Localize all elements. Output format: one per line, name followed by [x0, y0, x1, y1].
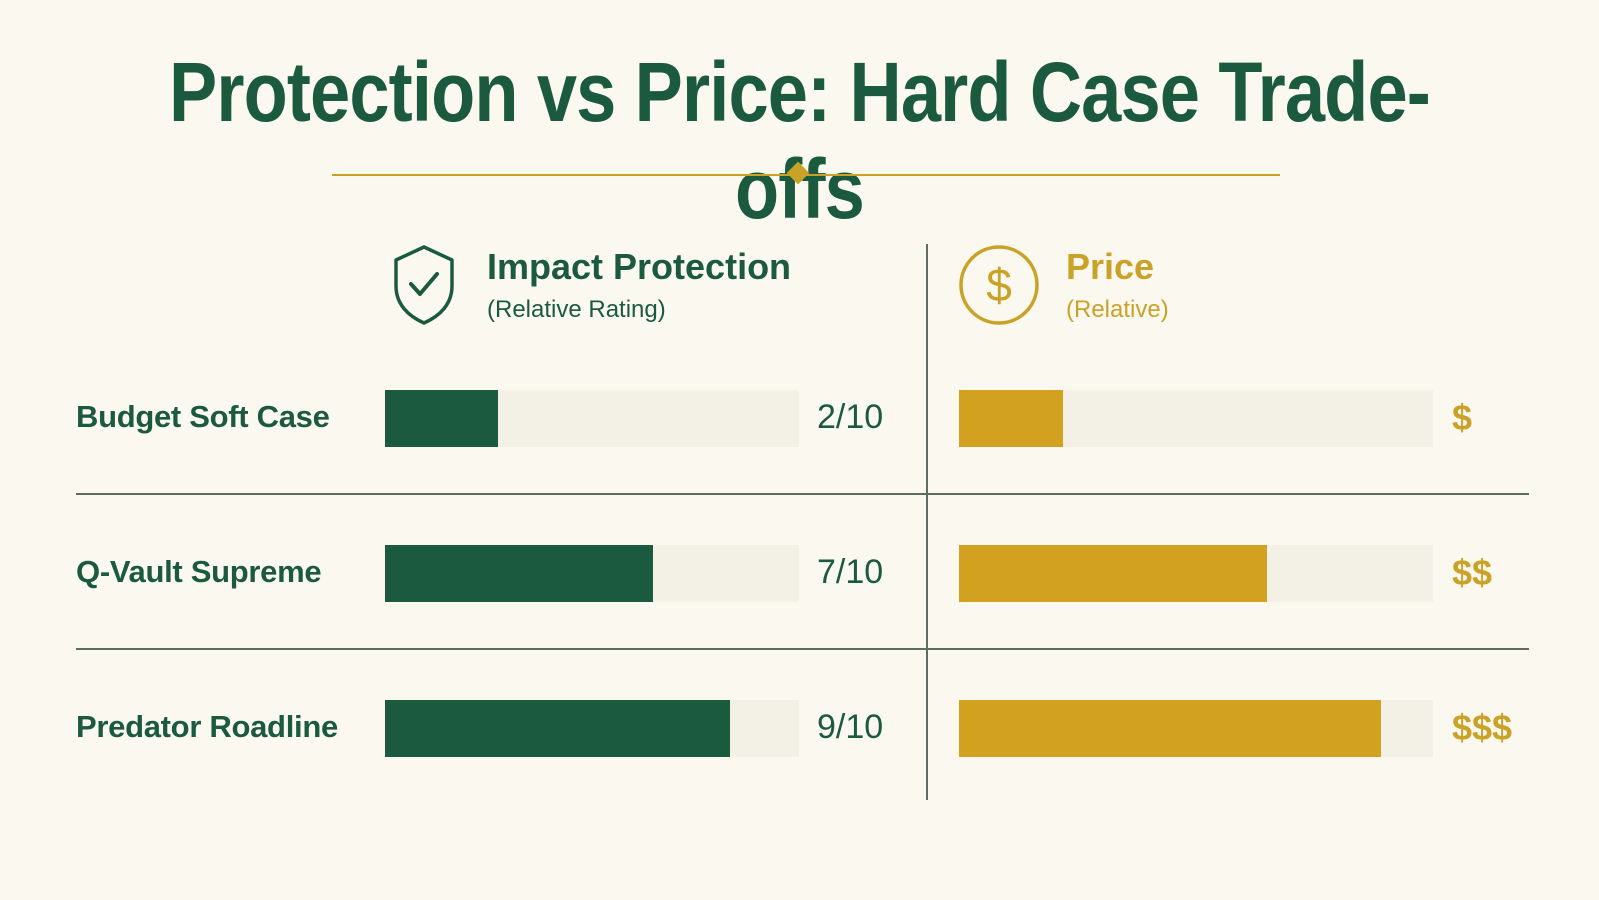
protection-column-subtitle: (Relative Rating) — [487, 296, 666, 323]
protection-score-label: 7/10 — [817, 553, 884, 591]
price-tier-label: $ — [1452, 397, 1473, 438]
row-divider-2 — [76, 648, 1529, 650]
category-label: Budget Soft Case — [76, 399, 330, 434]
title-rule-left — [332, 174, 798, 176]
protection-bar — [385, 390, 498, 447]
row-divider-1 — [76, 493, 1529, 495]
chart-title: Protection vs Price: Hard Case Trade-off… — [169, 45, 1431, 236]
protection-bar — [385, 700, 730, 757]
price-bar — [959, 545, 1268, 602]
price-tier-label: $$ — [1452, 552, 1493, 593]
price-bar — [959, 700, 1381, 757]
svg-text:$: $ — [986, 259, 1012, 311]
protection-bar — [385, 545, 654, 602]
price-column-title: Price — [1066, 246, 1155, 287]
protection-bar-track — [385, 545, 799, 602]
price-bar-track — [959, 700, 1433, 757]
price-bar — [959, 390, 1064, 447]
title-rule-right — [798, 174, 1280, 176]
price-tier-label: $$$ — [1452, 707, 1513, 748]
category-label: Q-Vault Supreme — [76, 554, 322, 589]
price-column-subtitle: (Relative) — [1066, 296, 1169, 323]
protection-score-label: 2/10 — [817, 398, 884, 436]
protection-bar-track — [385, 390, 799, 447]
protection-score-label: 9/10 — [817, 708, 884, 746]
price-bar-track — [959, 390, 1433, 447]
column-divider — [926, 244, 928, 800]
category-label: Predator Roadline — [76, 709, 338, 744]
price-bar-track — [959, 545, 1433, 602]
shield-check-icon — [394, 245, 454, 325]
protection-bar-track — [385, 700, 799, 757]
dollar-circle-icon: $ — [959, 245, 1039, 325]
protection-column-title: Impact Protection — [487, 246, 792, 287]
